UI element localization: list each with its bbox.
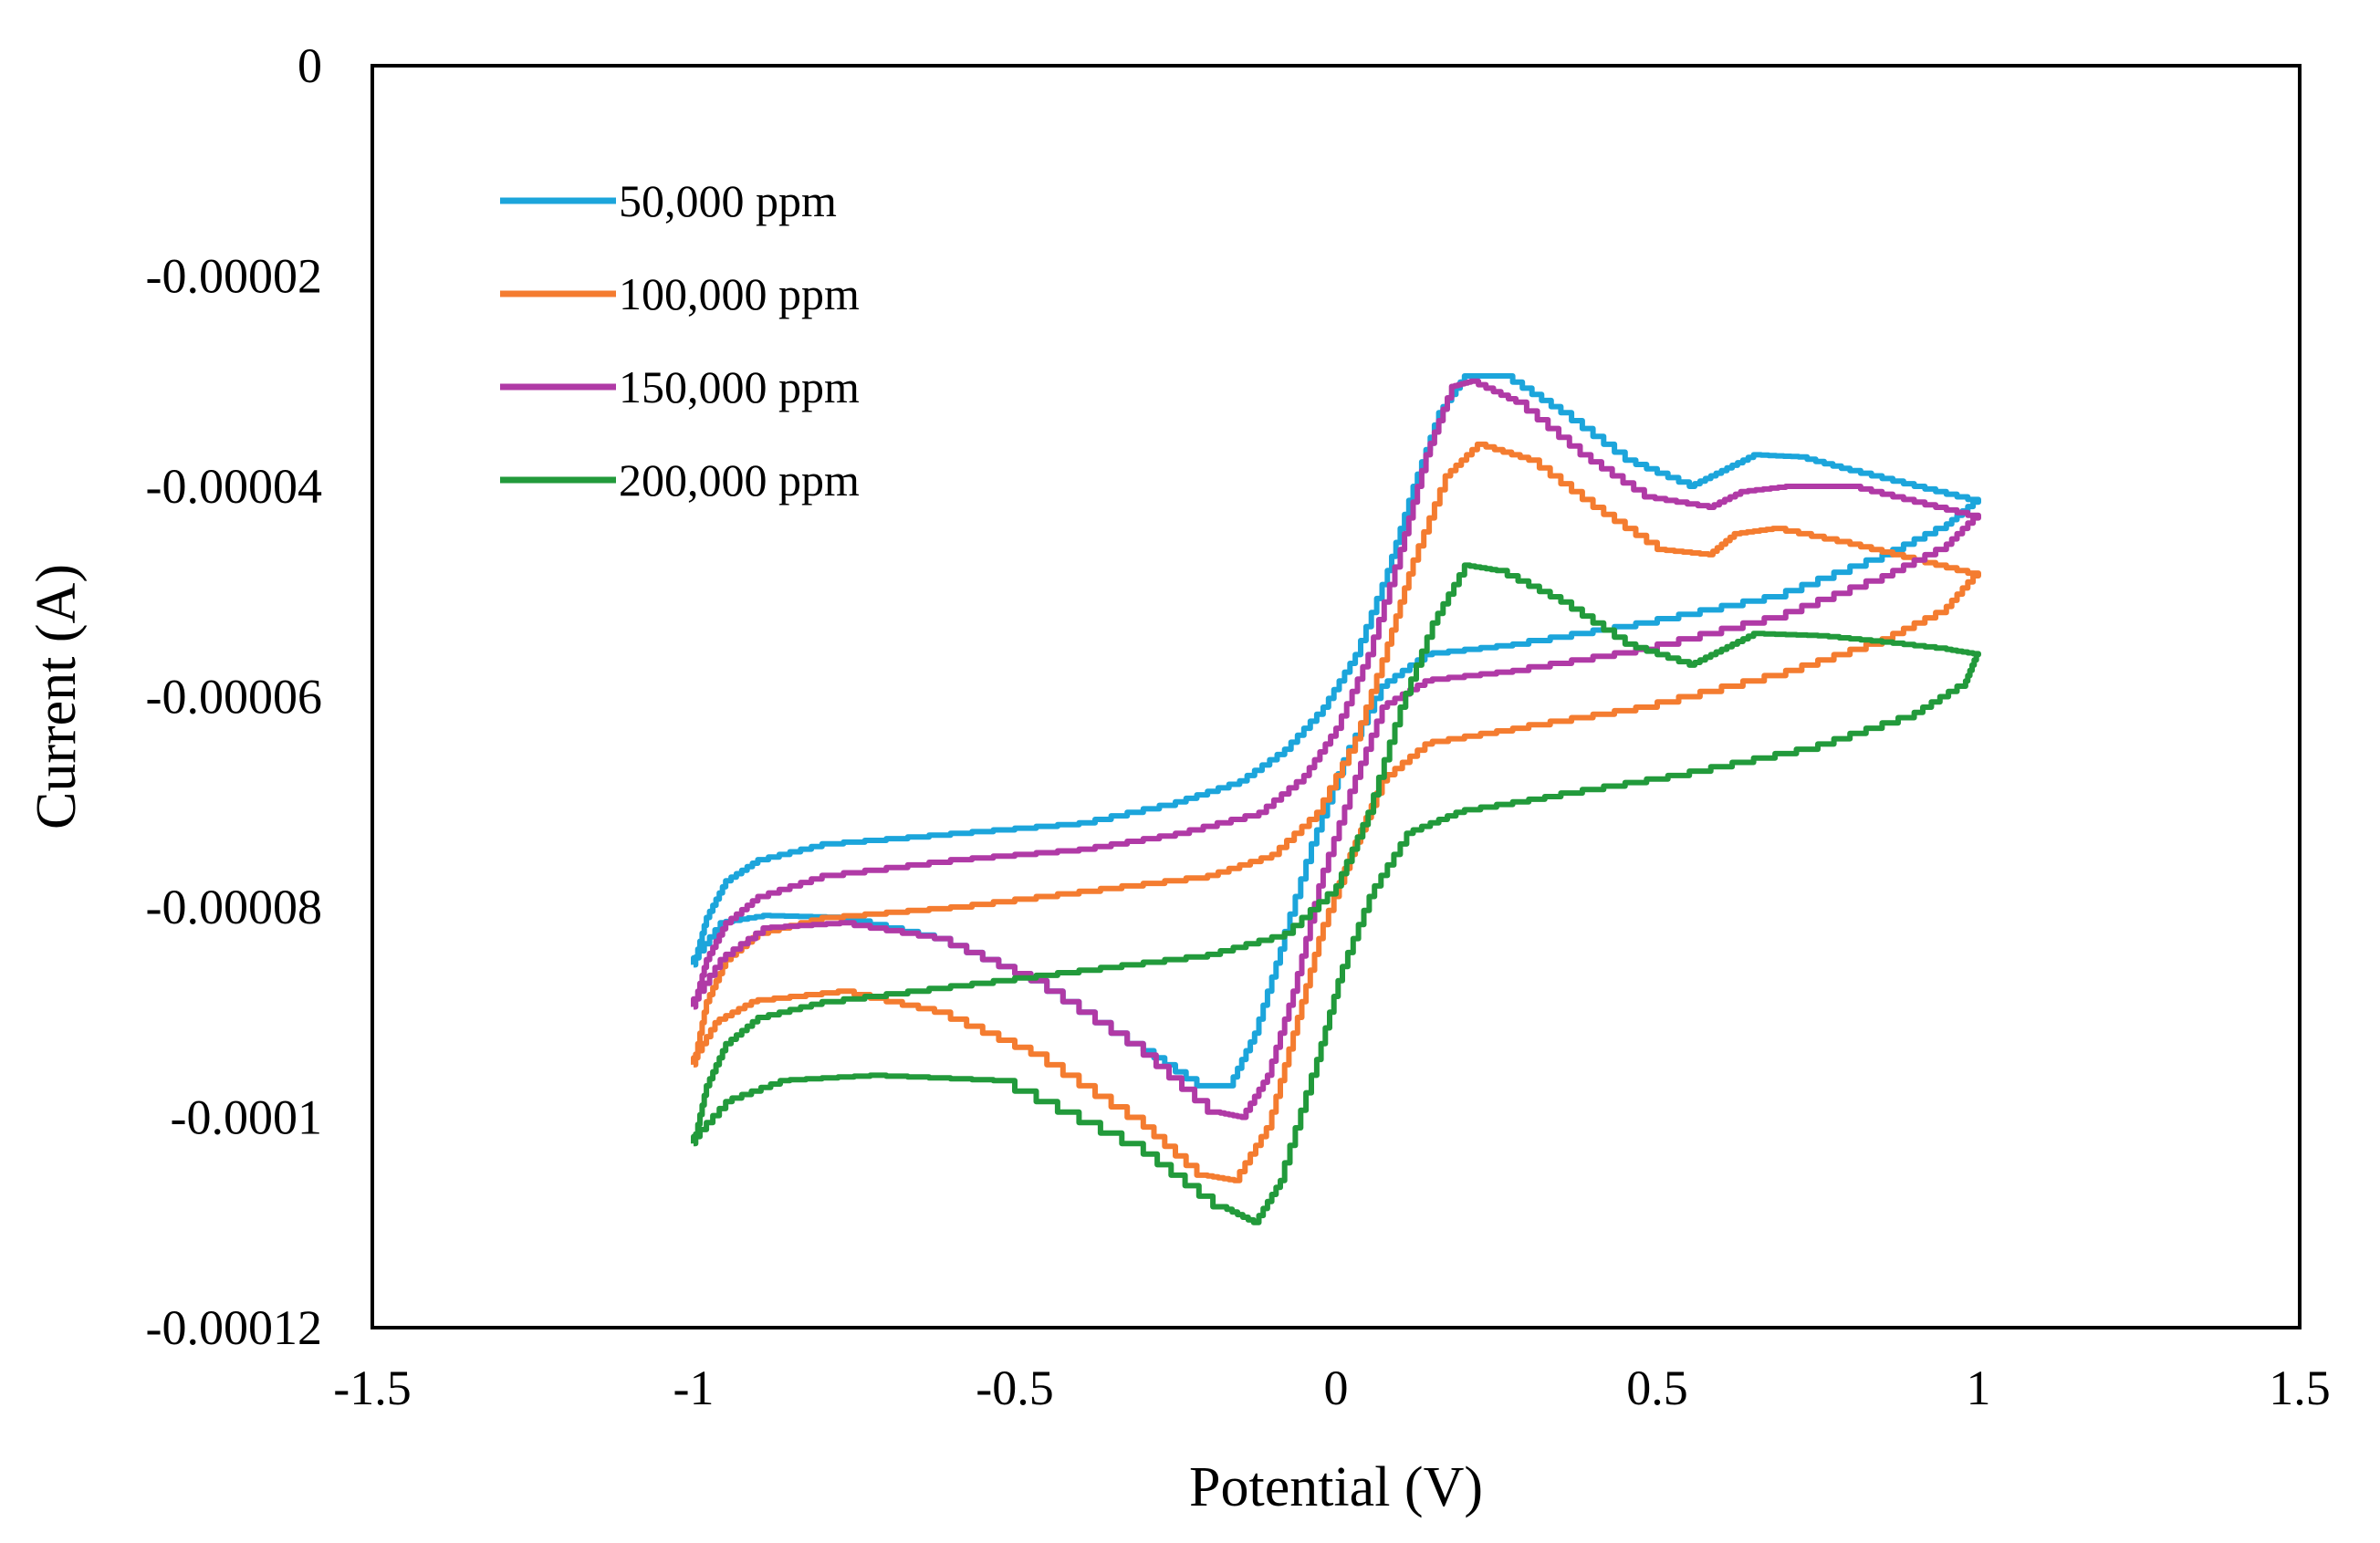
x-tick-label: 1.5 (2269, 1361, 2331, 1415)
y-tick-label: -0.00006 (146, 670, 322, 725)
y-tick-label: -0.00004 (146, 459, 322, 514)
x-axis-title: Potential (V) (1189, 1456, 1483, 1518)
plot-area-frame (371, 64, 2302, 1329)
series-line-2 (691, 441, 1981, 1183)
y-tick-label: -0.00012 (146, 1300, 322, 1355)
x-tick-label: -1.5 (333, 1361, 411, 1415)
plot-series-group (691, 373, 1981, 1225)
x-tick-label: 0 (1324, 1361, 1349, 1415)
y-axis-title: Current (A) (26, 564, 88, 829)
x-axis-ticks: -1.5 -1 -0.5 0 0.5 1 1.5 (333, 1361, 2330, 1415)
y-tick-label: 0 (298, 38, 322, 93)
legend-label: 200,000 ppm (619, 454, 860, 506)
legend-label: 100,000 ppm (619, 268, 860, 319)
series-line-3 (691, 378, 1981, 1121)
legend: 50,000 ppm 100,000 ppm 150,000 ppm 200,000 … (500, 175, 860, 506)
legend-label: 150,000 ppm (619, 361, 860, 412)
x-tick-label: 0.5 (1626, 1361, 1688, 1415)
series-line-1 (691, 373, 1981, 1089)
legend-label: 50,000 ppm (619, 175, 837, 226)
y-tick-label: -0.00002 (146, 249, 322, 304)
y-tick-label: -0.0001 (171, 1090, 322, 1145)
series-line-4 (691, 562, 1981, 1225)
y-axis-ticks: 0 -0.00002 -0.00004 -0.00006 -0.00008 -0.0001… (146, 38, 322, 1355)
y-tick-label: -0.00008 (146, 880, 322, 934)
x-tick-label: -1 (673, 1361, 715, 1415)
x-tick-label: 1 (1967, 1361, 1991, 1415)
x-tick-label: -0.5 (976, 1361, 1053, 1415)
